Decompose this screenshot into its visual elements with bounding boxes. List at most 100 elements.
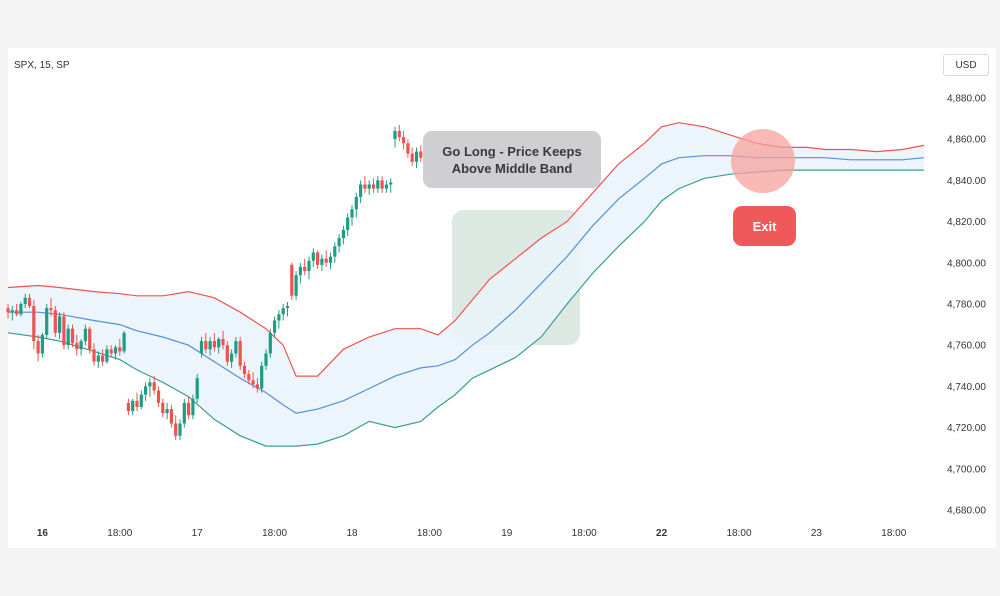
candle — [79, 339, 83, 356]
candle — [410, 147, 414, 166]
candle — [324, 250, 328, 267]
y-tick-label: 4,820.00 — [947, 217, 986, 228]
candle-body — [45, 308, 49, 335]
candle-body — [346, 217, 350, 230]
go-long-annotation: Go Long - Price Keeps Above Middle Band — [423, 131, 601, 188]
candle-body — [307, 260, 311, 272]
symbol-label[interactable]: SPX, 15, SP — [14, 60, 70, 71]
x-tick-label: 18:00 — [107, 528, 132, 539]
candle-body — [212, 341, 216, 348]
y-tick-label: 4,760.00 — [947, 341, 986, 352]
candle-body — [217, 339, 221, 348]
candle — [376, 176, 380, 193]
candle-body — [290, 264, 294, 296]
candle — [156, 386, 161, 407]
candle — [131, 398, 135, 416]
candle — [393, 126, 397, 148]
candle-body — [298, 266, 302, 276]
candle-body — [195, 378, 199, 399]
candle — [199, 336, 204, 358]
candle-body — [165, 409, 169, 414]
candle-body — [251, 380, 255, 385]
candle — [294, 271, 298, 300]
candle-body — [27, 297, 32, 307]
candle-body — [208, 341, 212, 350]
candle-body — [79, 341, 83, 350]
candle — [384, 180, 388, 193]
band-fill — [8, 122, 924, 447]
candle — [320, 254, 324, 272]
candle-body — [328, 256, 333, 263]
candle — [307, 256, 311, 280]
candle-body — [70, 328, 75, 344]
y-tick-label: 4,840.00 — [947, 176, 986, 187]
candle — [212, 332, 216, 352]
candle — [367, 180, 371, 195]
candle — [148, 378, 152, 397]
candle-body — [384, 184, 388, 189]
candle-body — [10, 310, 14, 313]
candle — [144, 382, 148, 401]
go-long-annotation-text: Go Long - Price Keeps Above Middle Band — [442, 143, 582, 176]
x-tick-label: 18:00 — [572, 528, 597, 539]
candle-body — [242, 365, 247, 375]
candle — [402, 130, 406, 150]
candle — [49, 297, 53, 317]
candle — [268, 328, 272, 358]
candle-body — [152, 382, 156, 391]
candle — [15, 304, 19, 317]
candle — [234, 336, 238, 358]
x-tick-label: 18:00 — [881, 528, 906, 539]
candle — [359, 180, 363, 204]
y-tick-label: 4,740.00 — [947, 382, 986, 393]
candle-body — [281, 308, 285, 315]
candle-body — [311, 252, 315, 261]
candle-body — [350, 209, 354, 218]
candle-body — [101, 355, 105, 362]
candle — [350, 205, 354, 226]
candle — [337, 233, 341, 253]
candle — [23, 293, 27, 309]
candle-body — [255, 384, 259, 389]
candle — [354, 192, 358, 218]
candle — [169, 404, 173, 428]
candle — [281, 304, 285, 321]
candle — [161, 398, 165, 418]
candle — [277, 310, 281, 329]
candle-body — [277, 314, 281, 321]
candle — [247, 369, 251, 385]
candle — [19, 301, 23, 317]
candle-body — [36, 341, 40, 354]
candle — [45, 304, 49, 340]
candle — [341, 225, 345, 245]
candle-body — [402, 137, 406, 144]
candle — [221, 330, 225, 350]
candle — [414, 147, 419, 169]
candle-body — [191, 398, 195, 416]
x-tick-label: 16 — [37, 528, 49, 539]
candle-body — [182, 402, 186, 424]
candle-body — [174, 423, 178, 436]
candle-body — [320, 258, 324, 265]
candle-body — [161, 402, 165, 414]
candle — [27, 293, 32, 309]
candle — [328, 252, 333, 269]
y-tick-label: 4,720.00 — [947, 423, 986, 434]
candle-body — [53, 310, 57, 333]
candle — [371, 178, 376, 193]
candle-body — [199, 341, 204, 354]
currency-badge[interactable]: USD — [943, 54, 989, 76]
candle — [53, 306, 57, 337]
candle-body — [139, 394, 143, 407]
candle-body — [268, 332, 272, 354]
candle-body — [294, 275, 298, 296]
candle — [6, 304, 10, 319]
candle-body — [414, 151, 419, 162]
candle-body — [204, 341, 208, 350]
candle-body — [389, 182, 393, 185]
candle-body — [303, 266, 307, 272]
candle — [242, 361, 247, 379]
x-tick-label: 17 — [192, 528, 204, 539]
candle — [152, 376, 156, 395]
